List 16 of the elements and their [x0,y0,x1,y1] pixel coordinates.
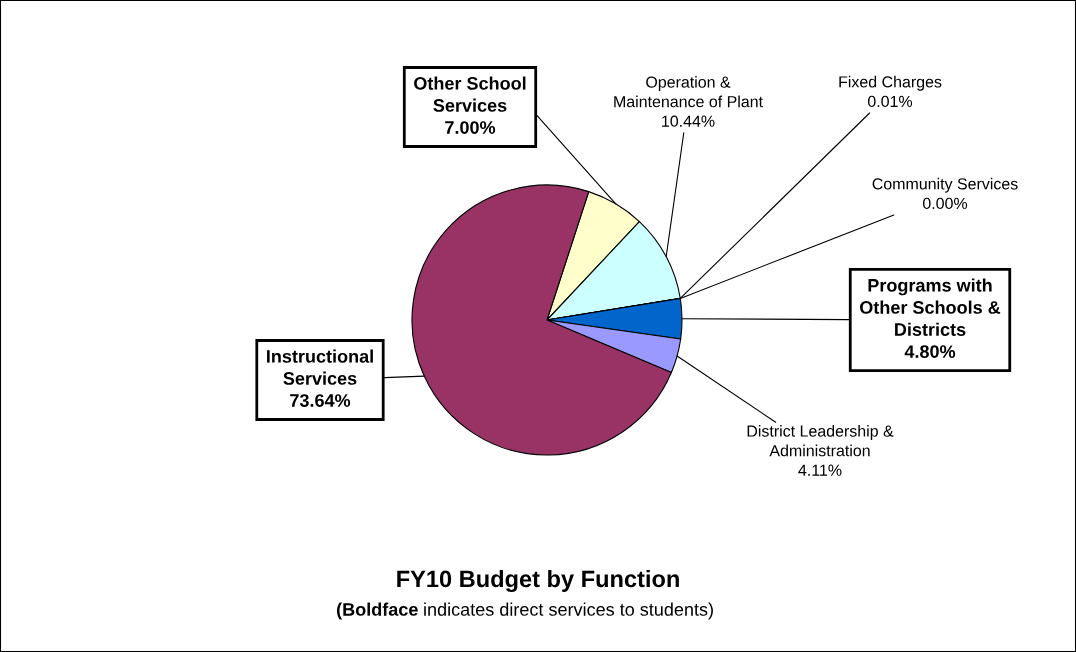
category-label: Community Services [872,177,1018,193]
slice-label: Fixed Charges [839,75,942,91]
data-label: 7.00% [445,121,496,134]
data-label: 0.01% [867,95,913,108]
data-label: 4.80% [904,345,956,358]
slice-label: Other School Services [414,76,526,112]
data-label: 10.44% [662,115,715,127]
slice-label: Operation & Maintenance of Plant [614,76,763,108]
text: (Boldface indicates direct services to students) [337,602,713,620]
slice-label: Programs with Other Schools & Districts [860,278,1001,336]
text: FY10 Budget by Function [397,569,679,593]
data-label: 4.11% [798,464,842,476]
data-label: 73.64% [290,394,351,407]
slice-label: District Leadership & Administration [747,425,894,457]
text: 0.00% [922,197,968,210]
slice-label: Instructional Services [267,349,373,385]
